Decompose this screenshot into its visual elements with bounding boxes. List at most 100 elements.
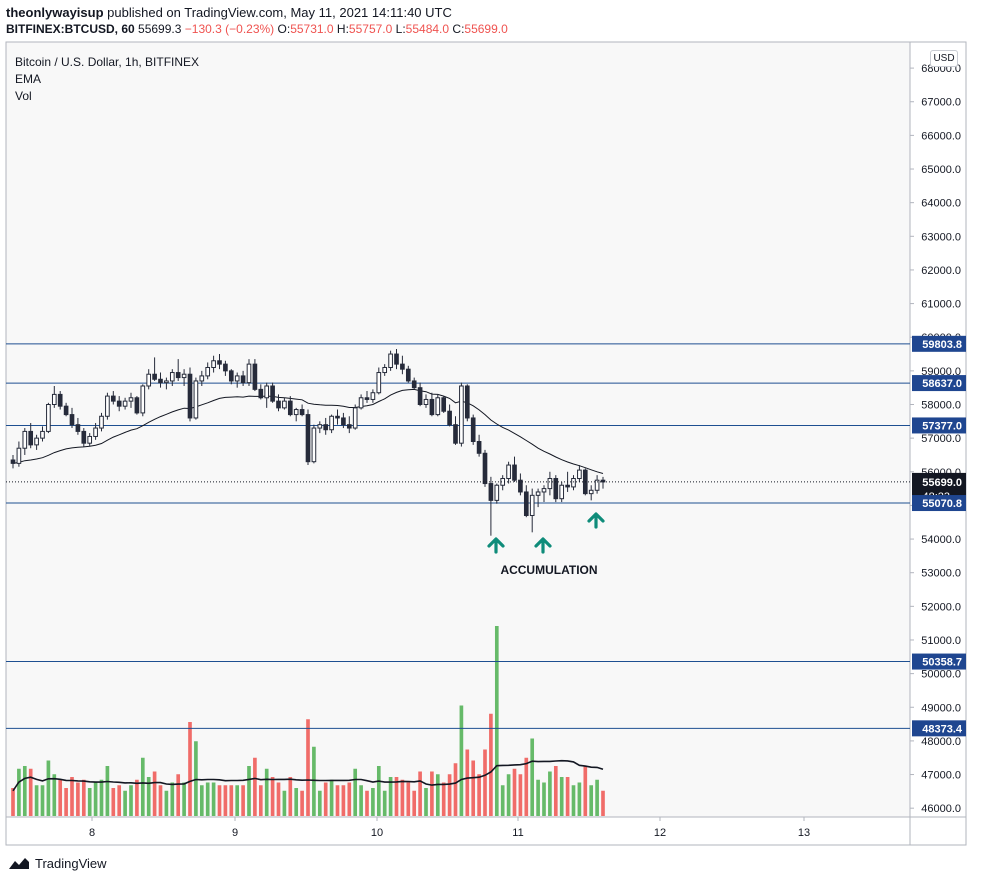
candle-body-59 [358,397,364,409]
price-tick-12: 58000.0 [921,400,961,412]
candle-body-33 [205,366,211,377]
open-value: 55731.0 [290,22,334,36]
volume-bar-53 [323,782,328,816]
candle-body-63 [382,366,388,374]
candle-body-5 [40,430,45,439]
volume-bar-95 [571,785,576,816]
candle-body-45 [276,400,281,409]
candle-body-81 [488,483,494,501]
candle-body-69 [417,387,423,405]
level-label-bg-0 [912,335,966,352]
candle-body-4 [34,437,39,446]
candle-body-46 [282,400,287,409]
high-label: H: [336,22,349,36]
currency-button[interactable]: USD [930,50,958,67]
volume-bar-51 [312,746,316,816]
accumulation-arrows [487,512,605,554]
candle-body-28 [175,372,181,379]
current-price-label: 55699.0 [922,477,962,489]
price-tick-13: 59000.0 [921,366,961,378]
level-label-bg-1 [912,375,966,392]
candle-body-38 [234,375,240,382]
low-value: 55484.0 [405,22,450,36]
volume-bar-84 [506,774,511,816]
level-label-bg-3 [912,495,966,512]
candle-body-35 [217,360,222,365]
candle-body-21 [134,397,140,414]
candle-body-13 [87,435,93,444]
level-label-5: 48373.4 [922,723,963,735]
volume-bar-0 [11,788,15,816]
candle-body-22 [140,385,146,414]
level-label-bg-5 [912,720,966,737]
volume-bar-77 [465,749,470,816]
candle-body-68 [411,380,417,389]
volume-bar-96 [577,782,582,816]
volume-bar-82 [494,626,499,816]
volume-bar-94 [565,777,570,816]
price-tick-0: 46000.0 [921,803,961,815]
brand-name[interactable]: TradingView [35,855,107,871]
candle-body-24 [152,373,157,380]
volume-bar-17 [111,788,116,816]
symbol: BITFINEX:BTCUSD, 60 [6,22,135,36]
volume-bar-54 [329,779,334,816]
tradingview-logo-icon [9,858,29,869]
price-tick-17: 63000.0 [921,231,961,243]
volume-bar-76 [459,705,464,816]
volume-bar-45 [276,782,281,816]
volume-bar-68 [412,790,417,816]
candle-body-41 [252,363,258,390]
level-label-0: 59803.8 [922,339,962,351]
candle-body-6 [46,404,51,432]
candle-body-62 [376,372,382,394]
volume-bar-71 [430,771,434,816]
candle-body-42 [258,388,264,399]
low-label: L: [395,22,406,36]
legend-title[interactable]: Bitcoin / U.S. Dollar, 1h, BITFINEX [15,55,200,69]
volume-bar-31 [194,741,198,816]
candle-body-64 [388,353,393,368]
volume-bar-85 [512,768,517,816]
author-name[interactable]: theonlywayisup [6,5,104,20]
level-label-2: 57377.0 [922,420,962,432]
candle-body-1 [16,447,22,464]
volume-bar-89 [536,779,540,816]
published-text: published on TradingView.com, May 11, 20… [107,5,452,20]
symbol-info: BITFINEX:BTCUSD, 60 55699.3 −130.3 (−0.2… [6,22,508,36]
candle-body-76 [459,385,464,444]
candle-body-3 [28,430,34,446]
candle-body-9 [63,405,69,416]
volume-bar-14 [93,782,98,816]
candle-body-44 [270,385,275,402]
volume-bar-100 [601,790,605,816]
volume-bar-11 [76,782,80,816]
volume-bar-44 [270,777,275,816]
candle-body-48 [293,409,299,416]
legend-vol[interactable]: Vol [15,89,32,103]
candle-body-71 [429,398,435,416]
candle-body-51 [311,427,317,463]
candle-body-91 [547,478,553,490]
volume-bar-52 [317,790,322,816]
volume-bar-34 [211,782,216,816]
volume-bar-15 [99,779,104,816]
chart-pane[interactable] [5,41,911,818]
candle-body-82 [494,484,500,501]
candle-body-98 [588,489,594,495]
candle-body-61 [370,392,376,400]
volume-bar-57 [347,782,352,816]
candle-body-58 [352,407,358,429]
level-label-1: 58637.0 [922,378,962,390]
candle-body-14 [93,427,98,437]
time-tick-1: 9 [232,827,238,839]
volume-bar-42 [258,785,263,816]
volume-bar-66 [400,779,405,816]
volume-bar-86 [518,774,523,816]
time-tick-2: 10 [371,827,383,839]
volume-bar-43 [264,768,269,816]
candle-body-36 [223,363,228,372]
volume-bar-1 [17,768,21,816]
legend-ema[interactable]: EMA [15,72,42,86]
